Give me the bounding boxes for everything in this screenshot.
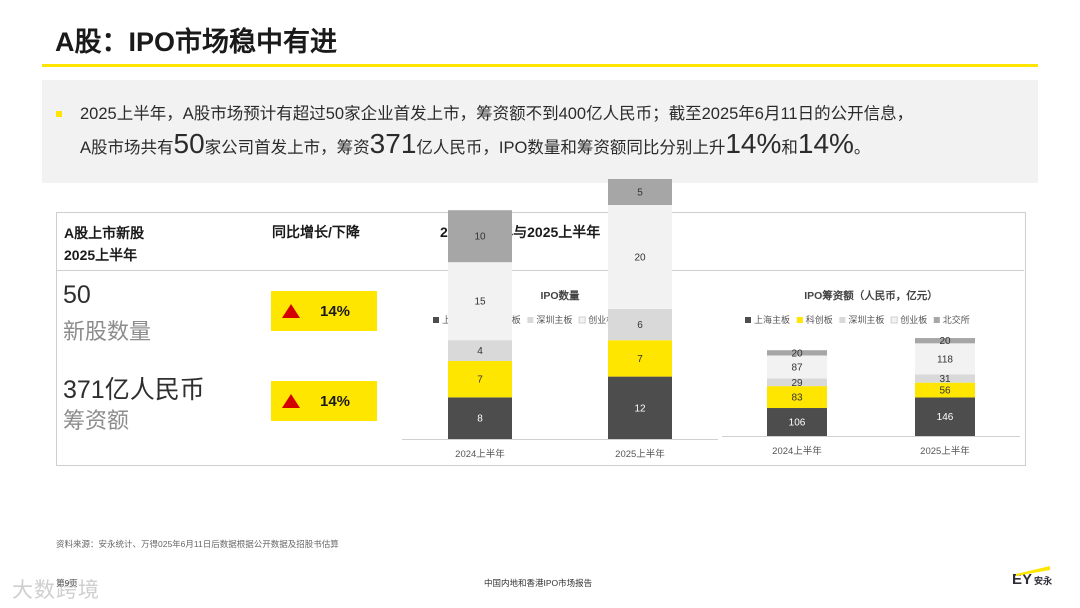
data-label: 106 [789, 418, 806, 429]
stat-funds-value: 371亿人民币 [63, 376, 205, 404]
highlight-number: 50 [173, 128, 205, 159]
data-label: 7 [477, 375, 483, 386]
data-label: 4 [477, 346, 483, 357]
bar-segment [448, 340, 512, 361]
bar-segment [915, 397, 975, 436]
legend-label: 北交所 [943, 314, 970, 325]
legend-label: 上海主板 [754, 314, 790, 325]
bar-segment [767, 378, 827, 387]
bar-segment [767, 408, 827, 436]
page-title: A股：IPO市场稳中有进 [55, 27, 338, 57]
chart-title: IPO数量 [540, 289, 580, 302]
bar-segment [767, 355, 827, 379]
bar-segment [915, 374, 975, 383]
summary-line-1: 2025上半年，A股市场预计有超过50家企业首发上市，筹资额不到400亿人民币；… [80, 105, 914, 123]
summary-text: 。 [853, 139, 871, 157]
summary-text: A股市场共有 [80, 139, 174, 157]
bar-segment [608, 179, 672, 205]
data-label: 20 [634, 253, 646, 264]
highlight-number: 14% [725, 128, 782, 159]
legend-label: 深圳主板 [848, 314, 884, 325]
bar-segment [448, 262, 512, 341]
bar-segment [608, 340, 672, 377]
legend-label: 深圳主板 [536, 314, 572, 325]
bar-segment [608, 376, 672, 439]
source-note: 资料来源：安永统计、万得025年6月11日后数据根据公开数据及招股书估算 [56, 539, 339, 549]
data-label: 31 [939, 374, 951, 385]
data-label: 146 [937, 412, 954, 423]
legend-swatch [839, 317, 846, 323]
column-header-line: 2025上半年 [64, 247, 138, 263]
legend-swatch [745, 317, 751, 323]
page-number: 第9页 [56, 578, 78, 588]
summary-text: 和 [781, 139, 798, 157]
x-tick-label: 2025上半年 [615, 448, 665, 460]
watermark: 大数跨境 [12, 579, 100, 602]
bar-segment [915, 338, 975, 344]
highlight-number: 371 [369, 128, 417, 159]
legend-swatch [433, 317, 439, 323]
bar-segment [608, 205, 672, 309]
ey-logo-mark-icon [1016, 566, 1050, 576]
bar-segment [448, 397, 512, 439]
bar-segment [915, 382, 975, 398]
summary-box [42, 80, 1038, 183]
stat-ipo-count-label: 新股数量 [63, 319, 152, 344]
column-header-line: A股上市新股 [64, 225, 145, 241]
stat-ipo-count-value: 50 [63, 281, 91, 309]
chart-title: IPO筹资额（人民币，亿元） [804, 289, 938, 302]
data-label: 12 [634, 403, 646, 414]
summary-line-2: A股市场共有50家公司首发上市，筹资371亿人民币，IPO数量和筹资额同比分别上… [80, 128, 870, 164]
data-label: 29 [791, 378, 803, 389]
ey-logo-sub: 安永 [1034, 576, 1053, 586]
data-label: 15 [474, 297, 486, 308]
triangle-up-icon [282, 394, 300, 408]
data-label: 7 [637, 354, 643, 365]
bar-segment [767, 350, 827, 356]
legend-swatch [578, 316, 586, 324]
data-label: 56 [939, 386, 951, 397]
summary-text: 亿人民币，IPO数量和筹资额同比分别上升 [416, 139, 726, 157]
data-label: 10 [474, 232, 486, 243]
legend-swatch [796, 317, 803, 323]
legend-label: 创业板 [588, 314, 615, 325]
data-label: 20 [939, 336, 951, 347]
legend-swatch [527, 317, 534, 323]
data-label: 5 [637, 188, 643, 199]
change-badge-count: 14% [271, 291, 377, 331]
highlight-number: 14% [797, 128, 854, 159]
legend-label: 科创板 [806, 314, 833, 325]
summary-text: 家公司首发上市，筹资 [204, 139, 370, 157]
x-tick-label: 2025上半年 [920, 445, 970, 457]
title-underline [42, 64, 1038, 67]
bar-segment [915, 343, 975, 375]
data-panel [56, 212, 1026, 466]
data-label: 8 [477, 414, 483, 425]
legend-swatch [933, 317, 940, 323]
data-label: 118 [937, 354, 953, 365]
legend-label: 创业板 [900, 314, 927, 325]
x-tick-label: 2024上半年 [455, 448, 505, 460]
report-name: 中国内地和香港IPO市场报告 [484, 578, 593, 588]
bar-segment [448, 361, 512, 398]
legend-swatch [890, 316, 898, 324]
change-value: 14% [320, 303, 351, 320]
triangle-up-icon [282, 304, 300, 318]
bar-segment [767, 386, 827, 409]
data-label: 83 [791, 393, 803, 404]
bullet-icon [56, 111, 62, 117]
bar-segment [608, 309, 672, 341]
stat-funds-label: 筹资额 [63, 408, 130, 433]
bar-segment [448, 210, 512, 263]
panel-header-divider [56, 270, 1024, 271]
change-value: 14% [320, 393, 351, 410]
x-tick-label: 2024上半年 [772, 445, 822, 457]
data-label: 20 [791, 348, 803, 359]
column-header-change: 同比增长/下降 [272, 224, 360, 240]
change-badge-funds: 14% [271, 381, 377, 421]
data-label: 87 [791, 362, 803, 373]
data-label: 6 [637, 320, 643, 331]
column-header-stock: A股上市新股 2025上半年 [64, 222, 144, 266]
